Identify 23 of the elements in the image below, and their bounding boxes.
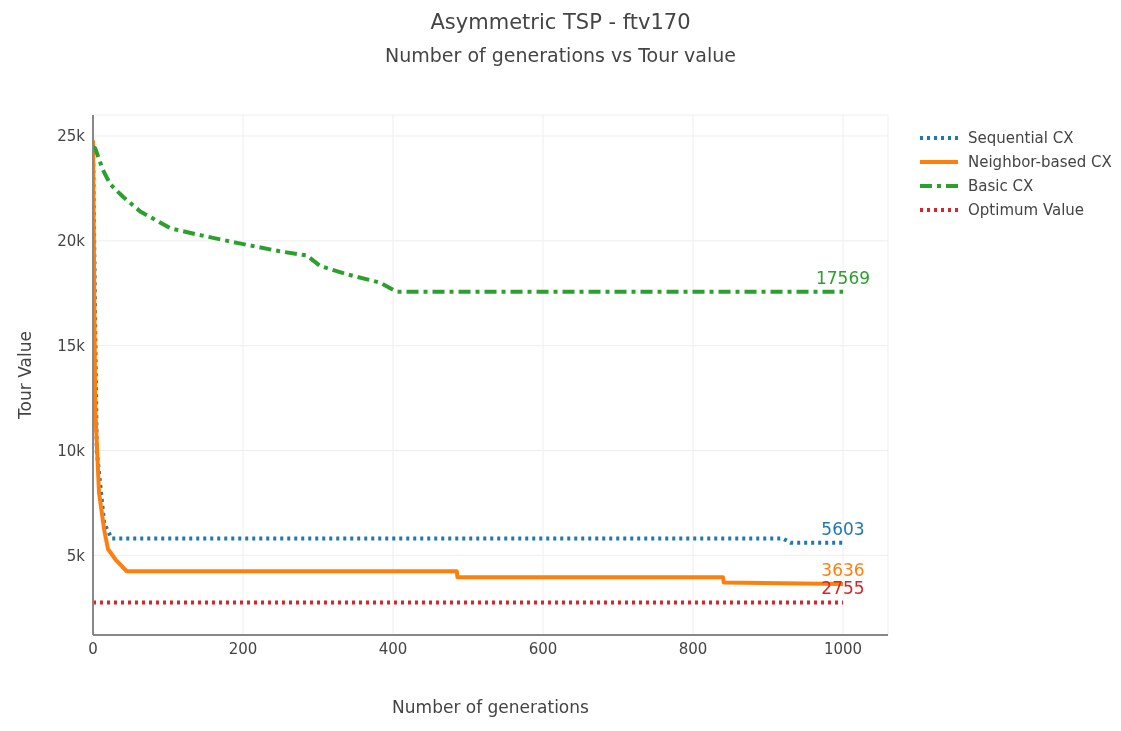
y-tick-label: 25k xyxy=(57,127,86,146)
data-label: 17569 xyxy=(815,267,871,288)
y-tick-label: 5k xyxy=(66,546,86,565)
x-axis-title: Number of generations xyxy=(392,697,590,717)
chart-subtitle: Number of generations vs Tour value xyxy=(384,44,737,66)
y-axis-title: Tour Value xyxy=(15,331,36,420)
legend-label: Optimum Value xyxy=(968,201,1085,219)
data-label: 5603 xyxy=(821,518,865,539)
x-tick-label: 0 xyxy=(88,639,98,658)
y-tick-label: 20k xyxy=(57,232,86,251)
x-tick-label: 600 xyxy=(528,639,558,658)
x-tick-label: 1000 xyxy=(823,639,863,658)
x-tick-label: 800 xyxy=(678,639,708,658)
y-tick-label: 15k xyxy=(57,336,86,355)
legend-label: Basic CX xyxy=(968,177,1034,195)
y-tick-label: 10k xyxy=(57,441,86,460)
chart-title: Asymmetric TSP - ftv170 xyxy=(429,10,692,34)
x-tick-label: 400 xyxy=(378,639,408,658)
x-tick-label: 200 xyxy=(228,639,258,658)
data-label: 2755 xyxy=(821,578,865,599)
legend-label: Sequential CX xyxy=(968,129,1074,147)
legend-label: Neighbor-based CX xyxy=(968,153,1112,171)
data-label: 3636 xyxy=(821,559,865,580)
